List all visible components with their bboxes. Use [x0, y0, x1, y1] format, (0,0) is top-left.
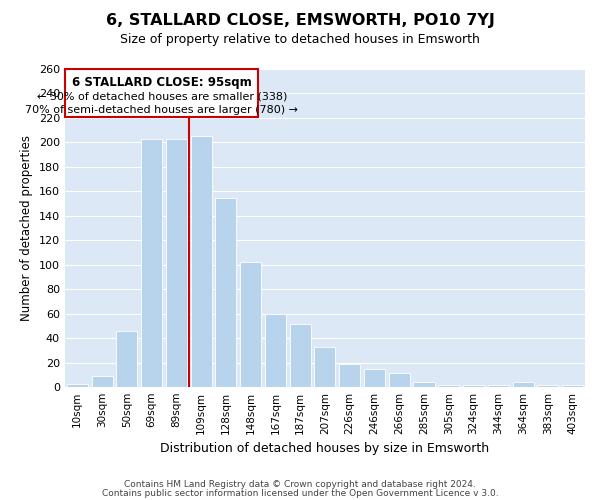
Bar — [290, 324, 311, 388]
Text: 70% of semi-detached houses are larger (780) →: 70% of semi-detached houses are larger (… — [25, 104, 298, 115]
Bar — [65, 69, 258, 117]
Text: 6 STALLARD CLOSE: 95sqm: 6 STALLARD CLOSE: 95sqm — [72, 76, 251, 90]
Bar — [215, 198, 236, 388]
Bar — [413, 382, 434, 388]
Bar — [116, 331, 137, 388]
Text: Contains HM Land Registry data © Crown copyright and database right 2024.: Contains HM Land Registry data © Crown c… — [124, 480, 476, 489]
X-axis label: Distribution of detached houses by size in Emsworth: Distribution of detached houses by size … — [160, 442, 490, 455]
Bar — [562, 385, 583, 388]
Bar — [265, 314, 286, 388]
Bar — [438, 385, 460, 388]
Bar — [191, 136, 212, 388]
Text: ← 30% of detached houses are smaller (338): ← 30% of detached houses are smaller (33… — [37, 91, 287, 101]
Bar — [389, 372, 410, 388]
Text: 6, STALLARD CLOSE, EMSWORTH, PO10 7YJ: 6, STALLARD CLOSE, EMSWORTH, PO10 7YJ — [106, 12, 494, 28]
Y-axis label: Number of detached properties: Number of detached properties — [20, 135, 33, 321]
Bar — [463, 385, 484, 388]
Text: Size of property relative to detached houses in Emsworth: Size of property relative to detached ho… — [120, 32, 480, 46]
Bar — [364, 369, 385, 388]
Text: Contains public sector information licensed under the Open Government Licence v : Contains public sector information licen… — [101, 489, 499, 498]
Bar — [488, 385, 509, 388]
Bar — [166, 139, 187, 388]
Bar — [512, 382, 533, 388]
Bar — [67, 384, 88, 388]
Bar — [538, 385, 559, 388]
Bar — [141, 139, 162, 388]
Bar — [240, 262, 261, 388]
Bar — [339, 364, 360, 388]
Bar — [314, 347, 335, 388]
Bar — [92, 376, 113, 388]
